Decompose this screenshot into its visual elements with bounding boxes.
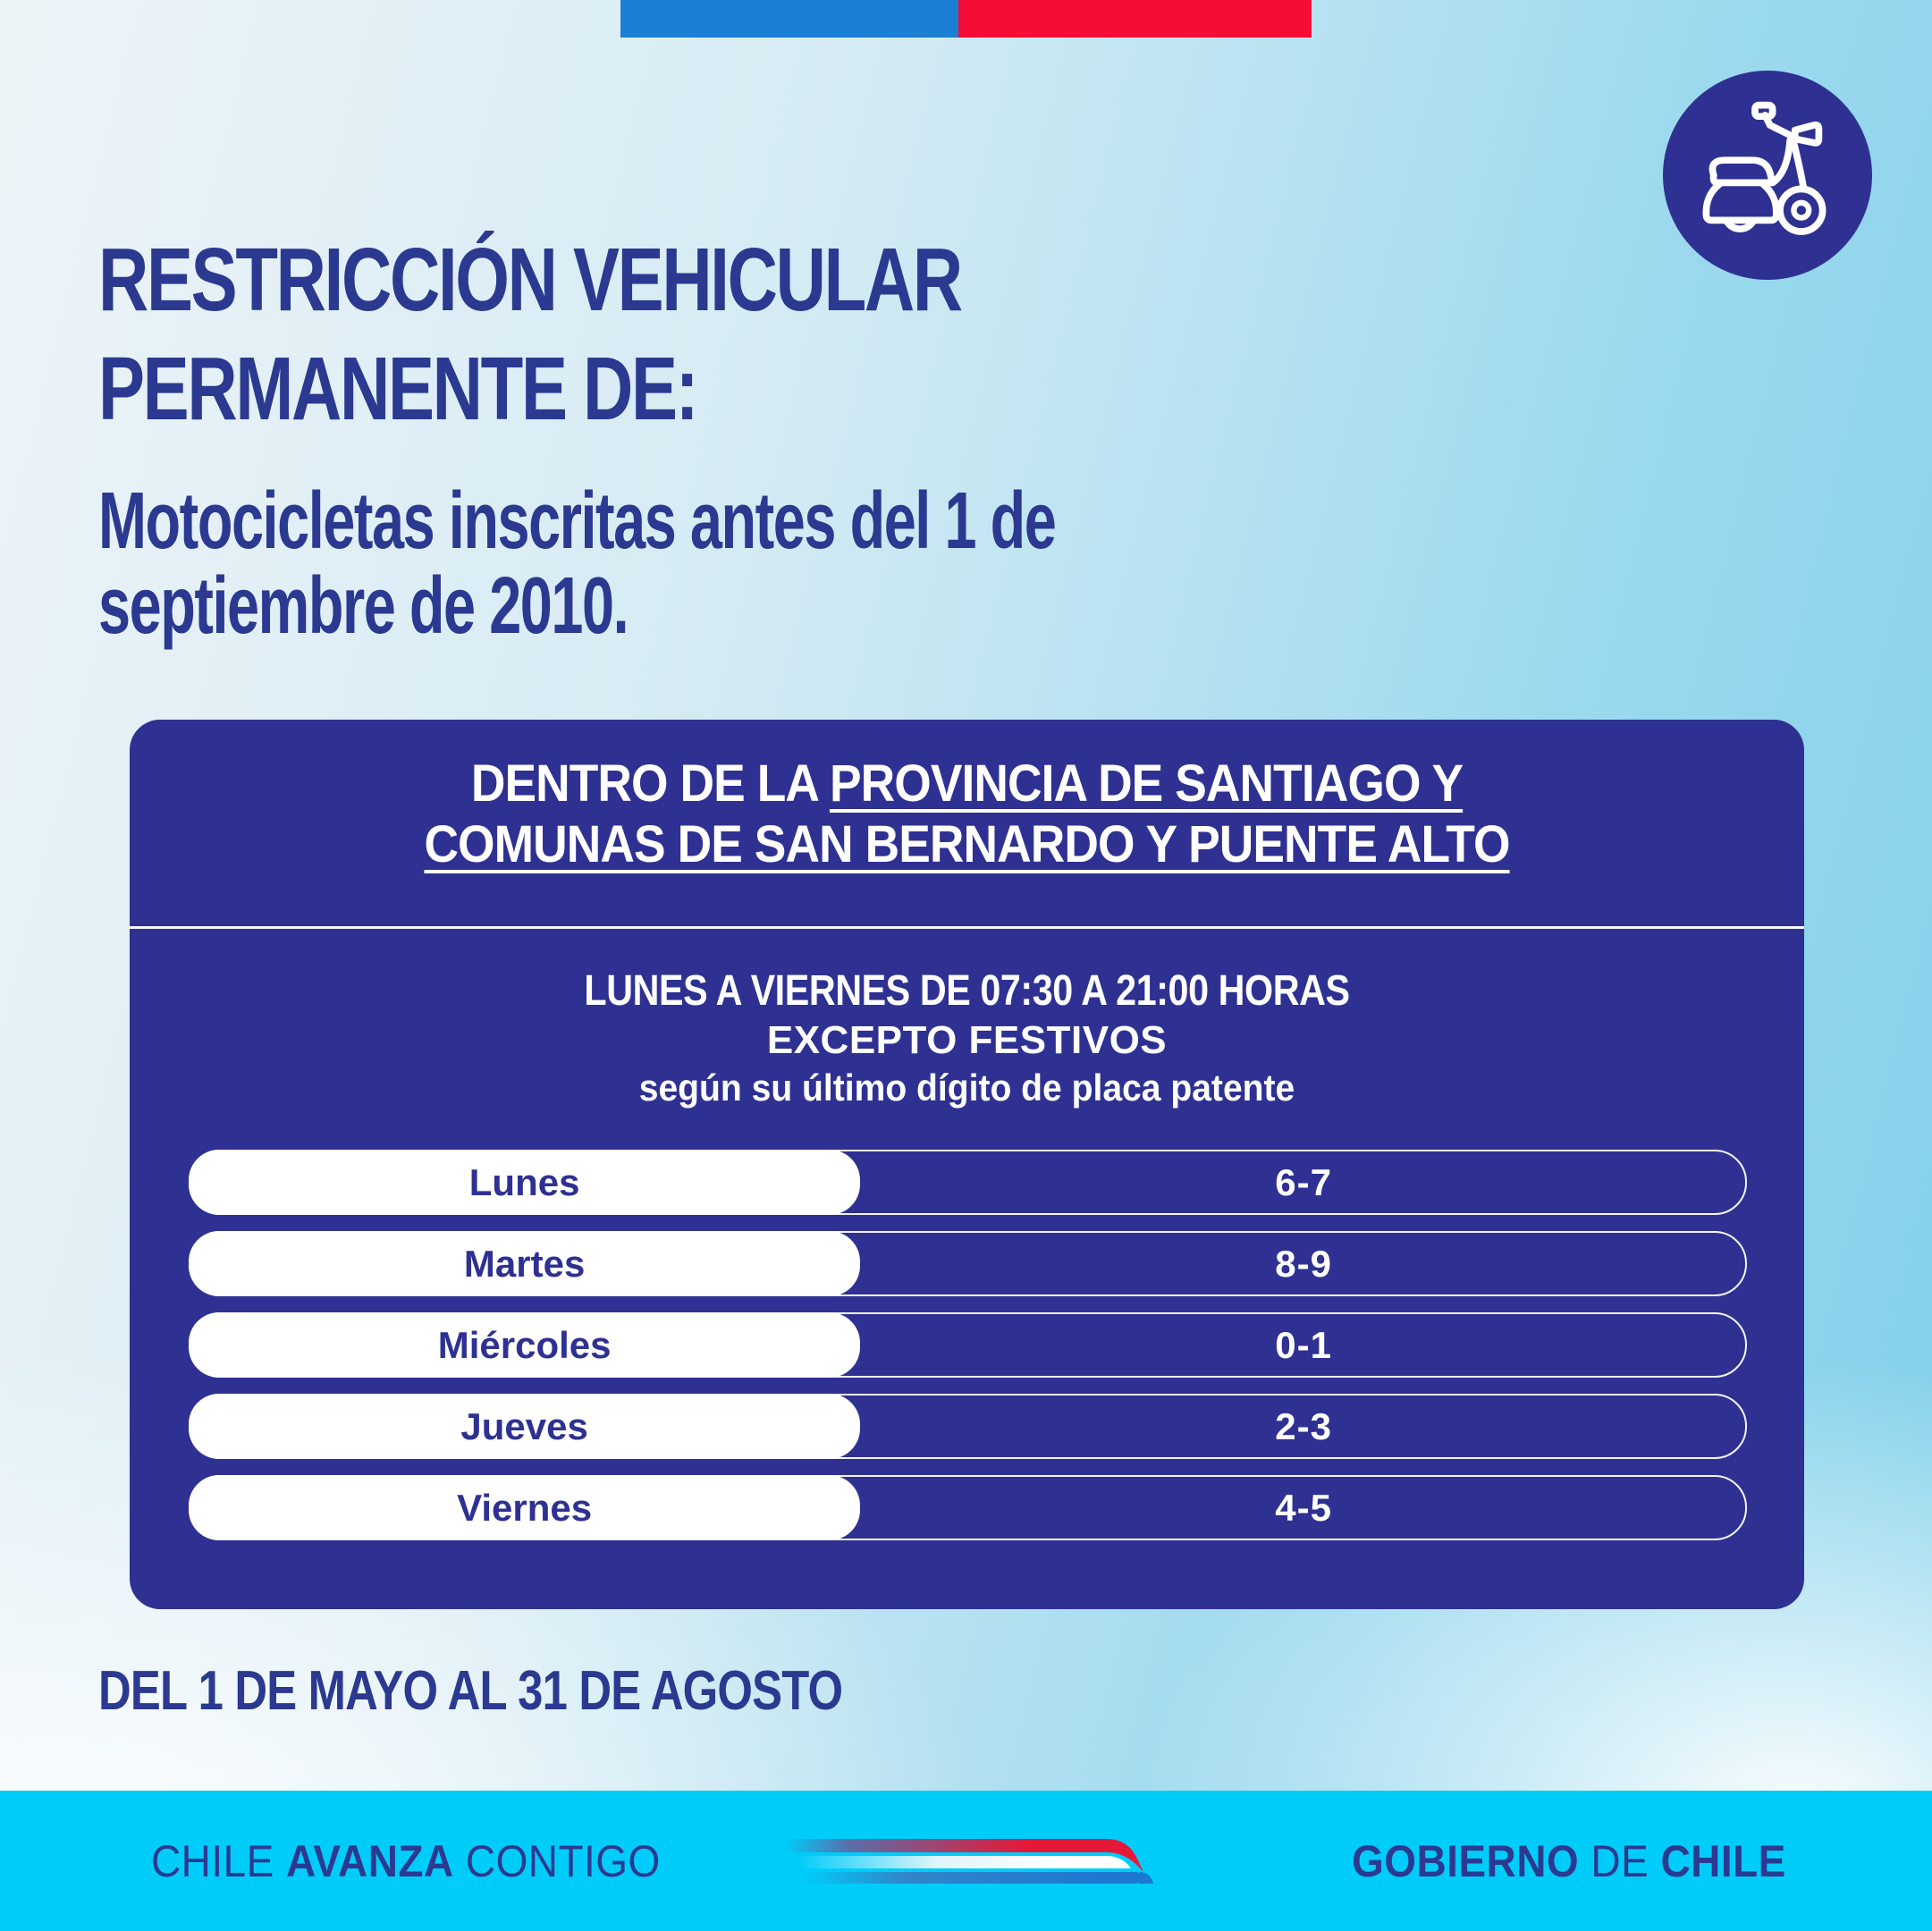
table-row: Martes 8-9 [189,1231,1747,1296]
table-row: Jueves 2-3 [189,1394,1747,1459]
title-line-1: RESTRICCIÓN VEHICULAR [98,230,963,330]
day-pill: Jueves [189,1394,861,1459]
validity-period: DEL 1 DE MAYO AL 31 DE AGOSTO [98,1660,843,1722]
slogan-word-3: CONTIGO [465,1835,661,1886]
day-label: Miércoles [437,1323,612,1366]
subtitle-line-1: Motocicletas inscritas antes del 1 de [98,476,1057,566]
digits-label: 6-7 [1275,1160,1332,1203]
day-label: Viernes [457,1486,593,1529]
government-word-3: CHILE [1660,1835,1786,1886]
vehicle-description: Motocicletas inscritas antes del 1 de se… [98,476,1057,652]
table-row: Lunes 6-7 [189,1150,1747,1215]
restriction-table: Lunes 6-7 Martes 8-9 Miércoles 0-1 Jueves 2-3 Vi… [189,1150,1747,1556]
digits-label: 8-9 [1275,1242,1332,1285]
scooter-badge [1663,71,1872,280]
subtitle-line-2: septiembre de 2010. [98,561,629,652]
slogan-text: CHILE AVANZA CONTIGO [151,1835,661,1887]
page-title: RESTRICCIÓN VEHICULAR PERMANENTE DE: [98,225,963,443]
day-pill: Miércoles [189,1312,861,1378]
table-row: Viernes 4-5 [189,1475,1747,1540]
slogan-word-1: CHILE [151,1835,274,1886]
region-line-2-underlined: COMUNAS DE SAN BERNARDO Y PUENTE ALTO [424,815,1510,874]
schedule-text: LUNES A VIERNES DE 07:30 A 21:00 HORAS [584,967,1350,1015]
day-label: Lunes [468,1160,580,1203]
government-text: GOBIERNO DE CHILE [1352,1835,1786,1887]
day-label: Martes [463,1242,586,1285]
flag-bar-blue [620,0,958,38]
restriction-card: DENTRO DE LA PROVINCIA DE SANTIAGO Y COM… [130,720,1804,1609]
day-pill: Martes [189,1231,861,1296]
digits-label: 0-1 [1275,1323,1332,1366]
government-word-1: GOBIERNO [1352,1835,1580,1886]
slogan-word-2: AVANZA [286,1835,454,1886]
title-line-2: PERMANENTE DE: [98,339,699,439]
region-header: DENTRO DE LA PROVINCIA DE SANTIAGO Y COM… [197,754,1737,876]
region-line-1-underlined: PROVINCIA DE SANTIAGO Y [829,755,1464,813]
day-pill: Viernes [189,1475,861,1540]
card-divider [130,926,1804,929]
scooter-icon [1702,101,1827,235]
table-row: Miércoles 0-1 [189,1312,1747,1378]
government-train-logo [785,1839,1153,1884]
footer-bar: CHILE AVANZA CONTIGO [0,1791,1932,1931]
day-pill: Lunes [189,1150,861,1215]
flag-bar-red [958,0,1312,38]
digits-label: 2-3 [1275,1404,1332,1447]
region-line-2: COMUNAS DE SAN BERNARDO Y PUENTE ALTO [197,814,1737,875]
exception-text: EXCEPTO FESTIVOS [766,1018,1168,1062]
region-line-1: DENTRO DE LA PROVINCIA DE SANTIAGO Y [470,755,1464,813]
day-label: Jueves [460,1404,588,1447]
government-word-2: DE [1590,1835,1649,1886]
digits-label: 4-5 [1275,1486,1332,1529]
criteria-text: según su último dígito de placa patente [638,1067,1295,1109]
